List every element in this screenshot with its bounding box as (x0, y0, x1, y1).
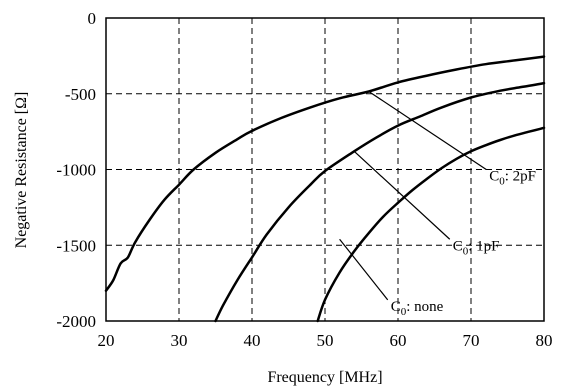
series-line (316, 126, 546, 323)
annotation-label: C0: 2pF (489, 169, 536, 188)
y-tick-label: -2000 (56, 312, 96, 331)
annotations: C0: 2pF C0: 1pF C0: none (339, 90, 536, 318)
x-tick-label: 70 (463, 331, 480, 350)
x-tick-label: 80 (536, 331, 553, 350)
y-axis-title: Negative Resistance [Ω] (13, 92, 30, 249)
series-lines (104, 55, 546, 323)
plot-frame (105, 17, 545, 322)
y-tick-label: -500 (65, 85, 96, 104)
leader-line (339, 238, 389, 301)
x-tick-label: 50 (317, 331, 334, 350)
leader-line (353, 150, 451, 240)
series-line (104, 55, 546, 292)
y-tick-label: -1500 (56, 236, 96, 255)
y-tick-label: -1000 (56, 161, 96, 180)
annotation-label: C0: none (391, 299, 444, 318)
x-tick-label: 40 (244, 331, 261, 350)
tick-labels: 20 30 40 50 60 70 80 0 -500 -1000 -1500 -2000 (56, 9, 552, 350)
leader-line (368, 90, 487, 171)
series-line (214, 81, 546, 323)
x-tick-label: 30 (171, 331, 188, 350)
y-tick-label: 0 (88, 9, 97, 28)
annotation-label: C0: 1pF (453, 238, 500, 257)
grid (106, 18, 544, 321)
x-axis-title: Frequency [MHz] (267, 369, 382, 386)
x-tick-label: 20 (98, 331, 115, 350)
x-tick-label: 60 (390, 331, 407, 350)
